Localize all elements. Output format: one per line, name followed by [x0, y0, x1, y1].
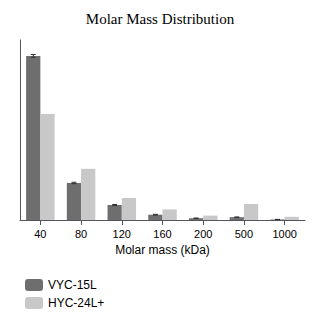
svg-text:40: 40 — [34, 228, 46, 240]
svg-text:Molar Mass Distribution: Molar Mass Distribution — [86, 11, 235, 27]
svg-text:80: 80 — [75, 228, 87, 240]
svg-text:500: 500 — [235, 228, 253, 240]
svg-text:VYC-15L: VYC-15L — [48, 278, 97, 292]
svg-text:HYC-24L+: HYC-24L+ — [48, 296, 104, 310]
svg-text:120: 120 — [113, 228, 131, 240]
svg-text:1000: 1000 — [272, 228, 296, 240]
svg-text:Molar mass (kDa): Molar mass (kDa) — [115, 243, 210, 257]
svg-text:160: 160 — [153, 228, 171, 240]
svg-text:200: 200 — [194, 228, 212, 240]
